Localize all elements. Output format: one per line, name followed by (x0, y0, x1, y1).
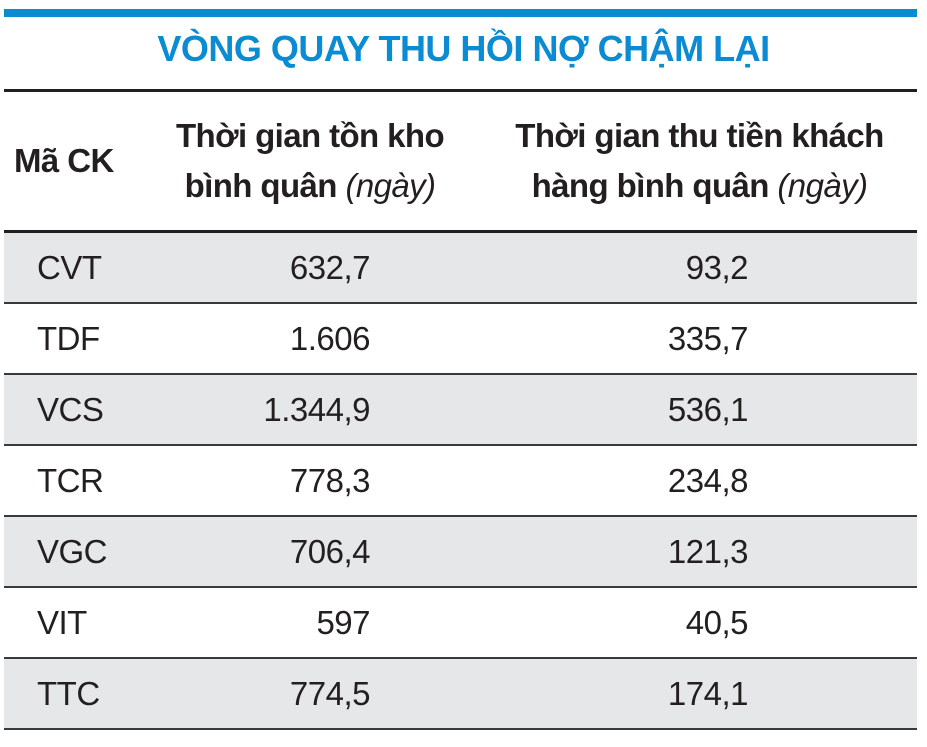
header-receivable-line2: hàng bình quân (531, 167, 770, 204)
cell-inventory-days: 1.606 (289, 320, 371, 357)
cell-receivable-days: 121,3 (667, 533, 749, 570)
row-divider (4, 728, 917, 730)
cell-receivable-days: 234,8 (667, 462, 749, 499)
header-inventory-unit: (ngày) (345, 167, 436, 204)
cell-code: TDF (37, 320, 100, 357)
header-bottom-rule (4, 230, 917, 233)
cell-code: VCS (37, 391, 104, 428)
row-divider (4, 657, 917, 659)
row-divider (4, 302, 917, 304)
row-divider (4, 586, 917, 588)
cell-receivable-days: 335,7 (667, 320, 749, 357)
header-receivable-line1: Thời gian thu tiền khách (515, 117, 884, 154)
table-row: VGC 706,4 121,3 (4, 517, 917, 588)
table-row: TCR 778,3 234,8 (4, 446, 917, 517)
header-receivable: Thời gian thu tiền khách hàng bình quân … (482, 92, 917, 230)
cell-inventory-days: 632,7 (289, 249, 371, 286)
cell-code: CVT (37, 249, 102, 286)
cell-code: TCR (37, 462, 104, 499)
cell-receivable-days: 40,5 (685, 604, 749, 641)
cell-code: VGC (37, 533, 108, 570)
header-inventory-line1: Thời gian tồn kho (175, 117, 445, 154)
row-divider (4, 444, 917, 446)
cell-inventory-days: 778,3 (289, 462, 371, 499)
cell-inventory-days: 597 (316, 604, 370, 641)
header-top-rule (4, 89, 917, 92)
table-row: TTC 774,5 174,1 (4, 659, 917, 730)
top-accent-bar (4, 9, 917, 17)
header-receivable-unit: (ngày) (777, 167, 868, 204)
cell-receivable-days: 536,1 (667, 391, 749, 428)
row-divider (4, 373, 917, 375)
cell-code: TTC (37, 675, 100, 712)
header-inventory: Thời gian tồn kho bình quân (ngày) (140, 92, 480, 230)
table-title: VÒNG QUAY THU HỒI NỢ CHẬM LẠI (157, 28, 770, 69)
header-inventory-line2: bình quân (184, 167, 338, 204)
cell-inventory-days: 774,5 (289, 675, 371, 712)
header-code-label: Mã CK (14, 142, 114, 179)
cell-receivable-days: 93,2 (685, 249, 749, 286)
header-code: Mã CK (14, 92, 139, 230)
cell-code: VIT (37, 604, 87, 641)
table-row: VIT 597 40,5 (4, 588, 917, 659)
cell-inventory-days: 706,4 (289, 533, 371, 570)
table-row: CVT 632,7 93,2 (4, 233, 917, 304)
table-row: VCS 1.344,9 536,1 (4, 375, 917, 446)
table-row: TDF 1.606 335,7 (4, 304, 917, 375)
row-divider (4, 515, 917, 517)
cell-inventory-days: 1.344,9 (263, 391, 370, 428)
cell-receivable-days: 174,1 (667, 675, 749, 712)
